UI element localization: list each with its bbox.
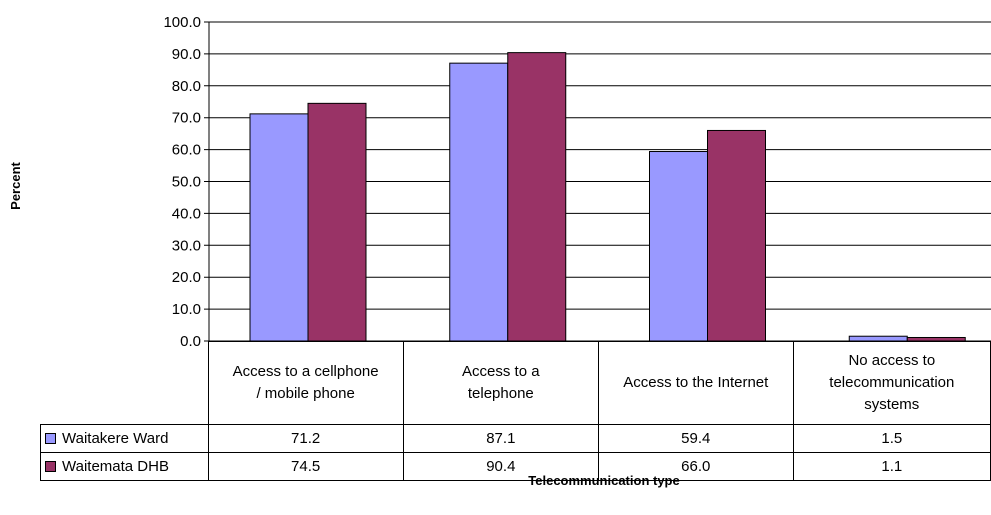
data-label: 90.4 [402,452,599,481]
bar [507,52,567,342]
bar [906,336,966,342]
category-label: Access to a cellphone / mobile phone [207,341,404,425]
category-label-line: telephone [467,385,534,402]
category-label-line: / mobile phone [256,385,355,402]
y-tick-label: 60.0 [172,142,201,159]
data-label: 66.0 [597,452,794,481]
legend-swatch [45,460,56,472]
bar [307,102,367,342]
y-tick-label: 70.0 [172,110,201,127]
bar [249,113,309,342]
y-tick-label: 40.0 [172,205,201,222]
x-axis-title: Telecommunication type [528,473,680,488]
y-tick-label: 90.0 [172,46,201,63]
data-label: 59.4 [597,424,794,453]
series-name: Waitakere Ward [62,430,169,447]
category-label-line: telecommunication [829,374,955,391]
legend-entry: Waitakere Ward [40,424,209,453]
table-corner [41,342,209,425]
category-label: Access to the Internet [597,341,794,425]
y-tick-label: 0.0 [180,333,201,350]
category-label-line: Access to a cellphone [232,363,379,380]
data-label: 87.1 [402,424,599,453]
y-tick-label: 80.0 [172,78,201,95]
table-header-row: Access to a cellphone / mobile phone Acce… [41,341,991,425]
legend-swatch [45,432,56,444]
y-tick-label: 20.0 [172,269,201,286]
data-label: 1.5 [792,424,991,453]
bars [249,52,966,342]
bar [649,151,708,342]
y-tick-label: 50.0 [172,174,201,191]
y-tick-label: 100.0 [163,14,201,31]
data-label: 71.2 [207,424,404,453]
legend-entry: Waitemata DHB [40,452,209,481]
category-label-line: No access to [848,352,936,369]
category-label-line: Access to the Internet [623,374,769,391]
y-tick-label: 10.0 [172,301,201,318]
y-axis-title: Percent [8,161,23,209]
table-row-waitemata: Waitemata DHB 74.5 90.4 66.0 1.1 [40,452,991,481]
bar [707,129,766,342]
data-label: 1.1 [792,452,991,481]
category-label: Access to a telephone [402,341,599,425]
data-label: 74.5 [207,452,404,481]
y-tick-label: 30.0 [172,237,201,254]
category-label-line: Access to a [462,363,540,380]
data-table: Access to a cellphone / mobile phone Acce… [40,341,991,481]
table-row-waitakere: Waitakere Ward 71.2 87.1 59.4 1.5 [40,424,991,453]
category-label-line: systems [864,396,920,413]
y-tick-labels: 0.0 10.0 20.0 30.0 40.0 50.0 60.0 70.0 80.0 90.0 1… [163,14,201,350]
bar [449,62,509,342]
series-name: Waitemata DHB [62,458,169,475]
category-label: No access to telecommunication systems [792,341,991,425]
